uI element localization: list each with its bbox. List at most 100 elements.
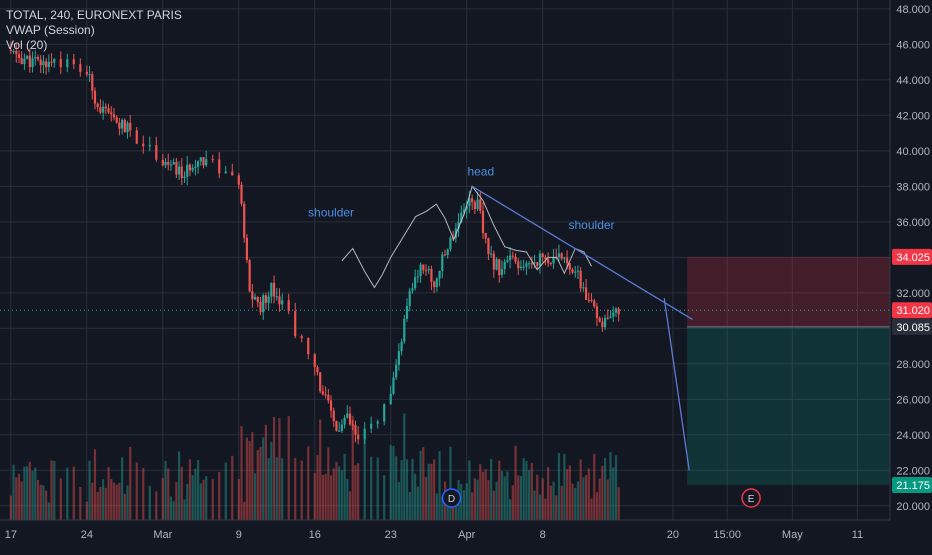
volume-bar	[102, 479, 105, 520]
candle-body	[424, 270, 428, 272]
price-badge-label: 21.175	[896, 480, 930, 492]
volume-bar	[530, 462, 533, 520]
volume-bar	[471, 492, 474, 520]
volume-bar	[598, 478, 601, 520]
volume-bar	[31, 470, 34, 520]
candle-body	[202, 157, 205, 166]
candle-body	[509, 255, 512, 261]
candle-body	[85, 71, 88, 75]
volume-bar	[541, 478, 544, 520]
volume-bar	[574, 488, 577, 520]
volume-bar	[348, 491, 352, 520]
volume-bar	[188, 459, 192, 520]
candle-body	[251, 291, 254, 300]
volume-bar	[294, 457, 297, 520]
volume-bar	[438, 451, 441, 520]
candle-body	[129, 122, 132, 131]
volume-bar	[389, 445, 392, 520]
volume-bar	[400, 460, 403, 520]
volume-bar	[36, 479, 40, 520]
candle-body	[39, 59, 42, 66]
candle-body	[498, 259, 501, 276]
price-badge-bg	[892, 318, 932, 335]
volume-bar	[441, 496, 444, 520]
volume-bar	[272, 416, 276, 520]
candle-body	[15, 50, 18, 55]
price-badge: 30.085	[892, 318, 932, 335]
candle-body	[576, 270, 580, 272]
candle-body	[99, 107, 102, 113]
candle-body	[351, 424, 354, 426]
volume-bar	[324, 473, 327, 520]
candle-body	[253, 296, 257, 300]
volume-bar	[23, 466, 26, 520]
candle-body	[587, 299, 590, 301]
candle-body	[294, 311, 297, 337]
price-tick-label: 42.000	[896, 110, 930, 122]
volume-bar	[500, 471, 504, 520]
candle-body	[324, 394, 327, 396]
candle-body	[490, 253, 493, 255]
candle-body	[12, 50, 15, 52]
volume-bar	[603, 458, 607, 520]
candle-body	[408, 290, 411, 306]
volume-bar	[411, 458, 414, 520]
legend-vwap[interactable]: VWAP (Session)	[6, 23, 95, 37]
candle-body	[191, 167, 194, 171]
candle-body	[72, 59, 75, 65]
candle-body	[20, 57, 23, 64]
legend-symbol[interactable]: TOTAL, 240, EURONEXT PARIS	[6, 8, 182, 22]
volume-bar	[612, 467, 615, 520]
pattern-label: shoulder	[308, 206, 354, 220]
volume-bar	[91, 482, 94, 520]
volume-bar	[487, 480, 490, 520]
volume-bar	[93, 449, 97, 520]
candle-body	[544, 256, 547, 260]
candle-body	[441, 254, 444, 271]
volume-bar	[498, 460, 501, 520]
volume-bar	[237, 478, 240, 520]
volume-bar	[53, 460, 56, 520]
price-badge: 21.175	[892, 476, 932, 493]
volume-bar	[245, 437, 249, 520]
volume-bar	[9, 495, 12, 520]
volume-bar	[403, 413, 406, 520]
candle-body	[617, 308, 620, 315]
volume-bar	[566, 469, 569, 520]
candle-body	[343, 417, 346, 425]
candle-body	[180, 166, 183, 179]
candle-body	[348, 413, 352, 425]
candle-body	[563, 257, 566, 259]
candle-body	[307, 338, 310, 355]
candle-body	[574, 271, 577, 273]
time-tick-label: 9	[236, 529, 242, 541]
volume-bar	[563, 453, 566, 520]
candle-body	[435, 278, 438, 288]
volume-bar	[199, 483, 202, 520]
volume-bar	[617, 487, 620, 520]
volume-bar	[538, 494, 542, 520]
price-tick-label: 48.000	[896, 4, 930, 16]
volume-bar	[118, 482, 121, 520]
volume-bar	[528, 470, 531, 520]
volume-bar	[427, 463, 430, 520]
price-tick-label: 22.000	[896, 465, 930, 477]
candle-body	[346, 413, 349, 418]
legend-volume[interactable]: Vol (20)	[6, 38, 48, 52]
candle-body	[460, 212, 463, 222]
volume-bar	[300, 460, 303, 520]
candle-body	[476, 199, 479, 210]
volume-bar	[462, 490, 466, 520]
volume-bar	[395, 456, 398, 520]
event-marker[interactable]: E	[741, 488, 761, 508]
volume-bar	[454, 503, 457, 520]
event-marker[interactable]: D	[441, 488, 462, 508]
volume-bar	[85, 501, 88, 520]
candle-body	[419, 264, 422, 277]
volume-bar	[468, 460, 471, 520]
volume-bar	[72, 466, 75, 520]
volume-bar	[433, 459, 436, 520]
candle-body	[321, 391, 324, 395]
